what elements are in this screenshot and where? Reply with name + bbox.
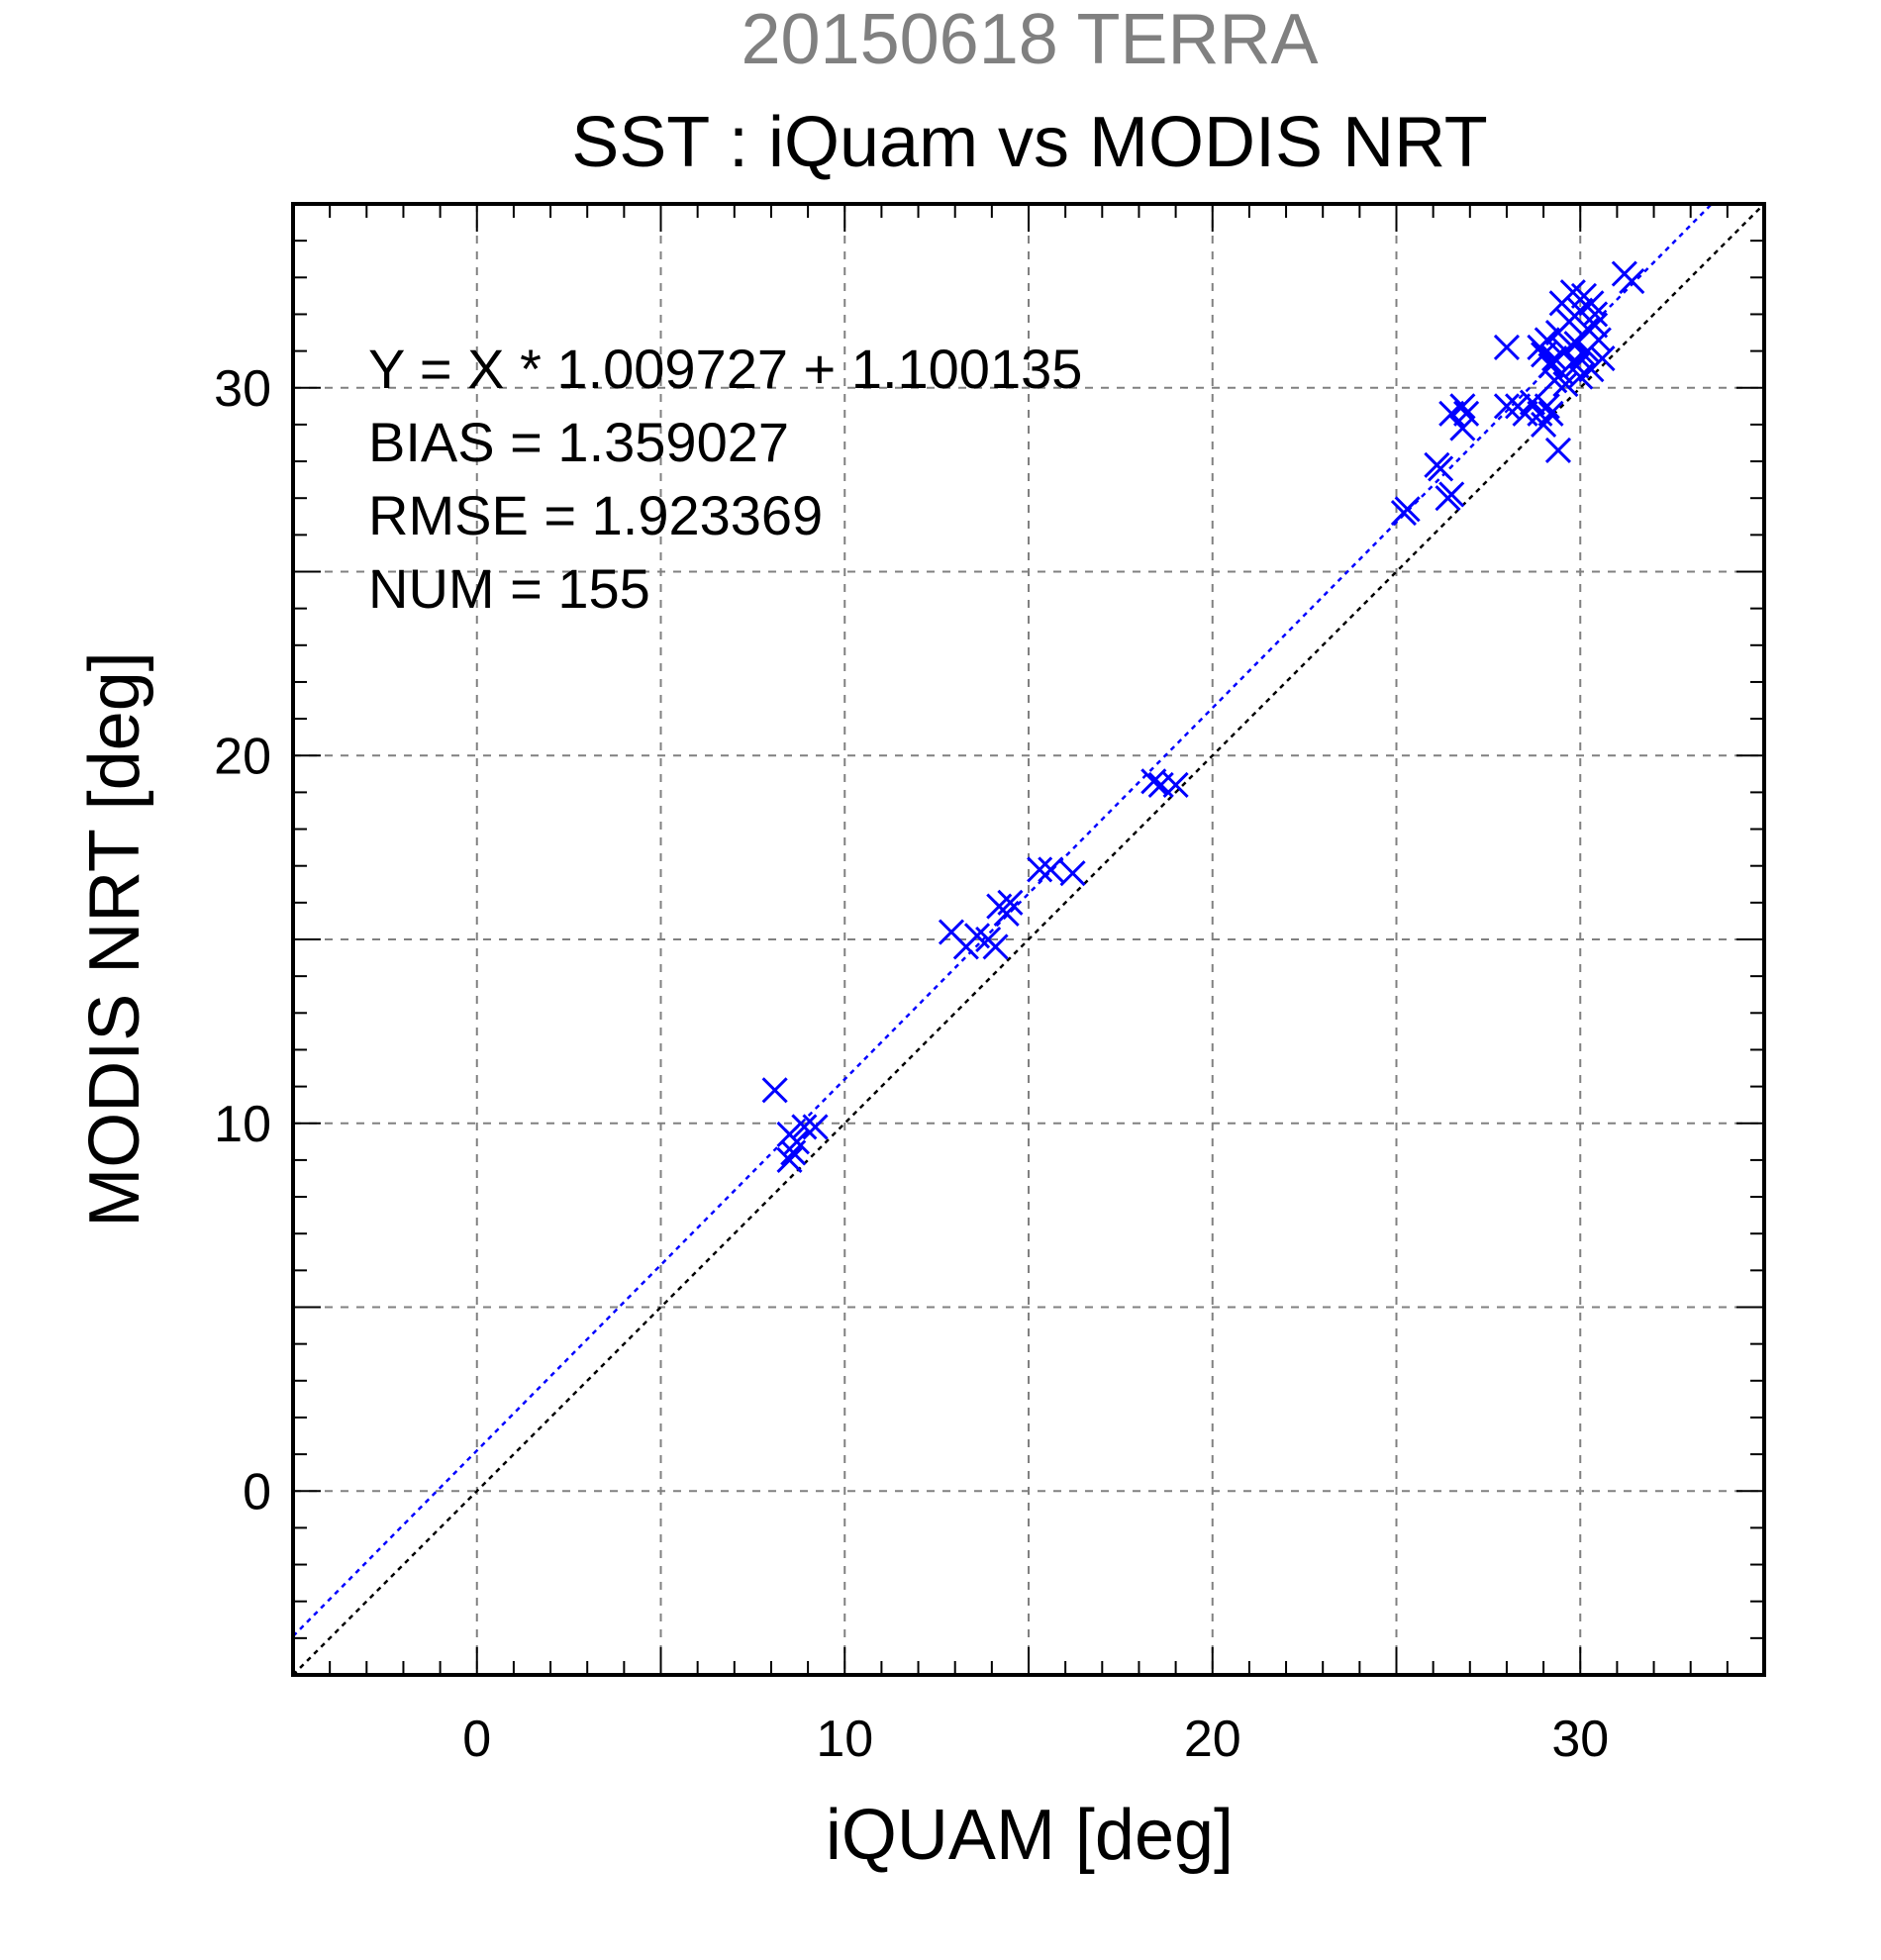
num-value: NUM = 155 (368, 557, 650, 620)
data-point (783, 1128, 811, 1155)
data-point (1493, 334, 1521, 360)
data-point (1453, 400, 1480, 427)
x-axis-label: iQUAM [deg] (826, 1796, 1234, 1875)
data-point (1567, 363, 1594, 390)
tick-labels: 0 10 20 30 0 10 20 30 (214, 360, 1609, 1768)
y-tick-label: 20 (214, 728, 271, 785)
data-point (1038, 856, 1064, 883)
y-tick-label: 30 (214, 360, 271, 418)
data-point (1394, 496, 1421, 523)
y-axis-label: MODIS NRT [deg] (75, 651, 154, 1227)
data-point (802, 1114, 829, 1140)
data-point (1140, 768, 1167, 795)
data-point (1162, 771, 1189, 799)
data-point (1059, 860, 1086, 887)
data-point (1428, 455, 1454, 482)
data-point (1619, 267, 1645, 295)
rmse-value: RMSE = 1.923369 (368, 484, 823, 546)
bias-value: BIAS = 1.359027 (368, 411, 789, 473)
data-point (1578, 290, 1605, 317)
data-points (761, 260, 1645, 1173)
x-tick-label: 30 (1551, 1711, 1609, 1768)
axis-ticks (292, 203, 1765, 1676)
data-point (1544, 437, 1572, 463)
data-point (1438, 481, 1465, 508)
data-point (1589, 344, 1616, 372)
stats-annotation: Y = X * 1.009727 + 1.100135 BIAS = 1.359… (368, 338, 1082, 620)
y-tick-label: 0 (243, 1463, 271, 1520)
identity-line (292, 203, 1765, 1676)
data-point (1449, 393, 1476, 420)
data-point (1534, 327, 1560, 353)
data-point (982, 933, 1009, 960)
x-tick-label: 0 (462, 1711, 491, 1768)
data-point (791, 1114, 818, 1140)
data-point (1449, 415, 1476, 441)
data-point (1519, 389, 1546, 416)
y-tick-label: 10 (214, 1096, 271, 1153)
fit-equation: Y = X * 1.009727 + 1.100135 (368, 338, 1082, 400)
data-point (1541, 367, 1568, 394)
data-point (1534, 393, 1560, 420)
data-point (1493, 393, 1521, 420)
chart-title: SST : iQuam vs MODIS NRT (571, 103, 1488, 182)
data-point (1574, 338, 1601, 364)
data-point (1582, 312, 1609, 339)
data-point (776, 1146, 803, 1173)
grid-lines (293, 204, 1764, 1675)
data-point (993, 900, 1020, 928)
data-point (761, 1077, 788, 1104)
x-tick-label: 10 (816, 1711, 873, 1768)
data-point (1027, 856, 1053, 883)
data-point (1537, 400, 1564, 427)
fit-lines (292, 203, 1765, 1676)
x-tick-label: 20 (1184, 1711, 1241, 1768)
chart-subtitle: 20150618 TERRA (741, 0, 1318, 79)
